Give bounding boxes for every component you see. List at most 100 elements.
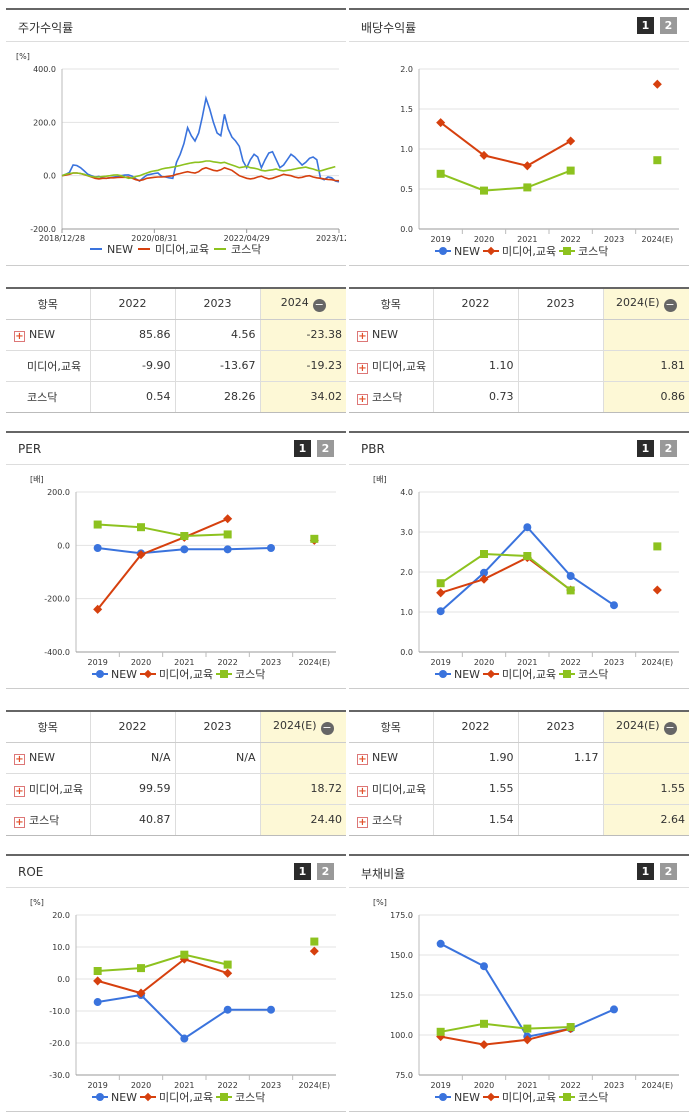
y-tick-label: 3.0 — [400, 528, 413, 537]
series-line-kosdaq — [97, 953, 228, 972]
y-tick-label: 0.5 — [400, 185, 413, 194]
panel-title: 배당수익률 — [361, 21, 417, 35]
y-tick-label: 0.0 — [43, 172, 56, 181]
expand-icon[interactable]: + — [357, 393, 368, 405]
collapse-icon[interactable]: − — [663, 297, 677, 312]
expand-icon[interactable]: + — [14, 785, 25, 797]
row-label: + 코스닥 — [349, 804, 433, 836]
legend-marker-kosdaq — [563, 670, 571, 678]
pbr-chart: [배] 4.0 3.0 2.0 1.0 0.0 2019 2020 2021 2022 2023 20… — [373, 475, 679, 681]
table-cell: 2.64 — [602, 804, 689, 836]
series-line-kosdaq — [440, 169, 572, 192]
stock-return-panel: 주가수익률 [%] 400.0 200.0 0.0 -200.0 2018/12/28 20… — [6, 8, 346, 266]
table-row: + 미디어,교육 1.10 1.81 — [349, 350, 689, 382]
chart-legend: NEW 미디어,교육 코스닥 — [92, 668, 265, 681]
x-tick-label: 2024(E) — [642, 235, 674, 244]
table-row: + 미디어,교육 99.59 18.72 — [6, 773, 346, 805]
table-cell: 34.02 — [259, 381, 346, 413]
data-point-kosdaq — [436, 579, 445, 588]
unit-label: [배] — [30, 475, 44, 484]
expand-icon[interactable]: + — [14, 753, 25, 765]
expand-icon[interactable]: + — [14, 816, 25, 828]
table-cell: 85.86 — [89, 319, 175, 351]
data-point-kosdaq — [523, 1024, 532, 1033]
data-point-media — [136, 988, 146, 998]
y-tick-label: 200.0 — [47, 488, 70, 497]
legend-marker-kosdaq — [220, 670, 228, 678]
x-tick-label: 2024(E) — [299, 658, 331, 667]
table-row: + NEW N/A N/A — [6, 742, 346, 774]
page-1-button[interactable]: 1 — [294, 440, 311, 457]
data-point-kosdaq — [223, 530, 232, 539]
data-point-media — [136, 550, 146, 560]
x-tick-label: 2024(E) — [642, 1081, 674, 1090]
page-2-button[interactable]: 2 — [660, 863, 677, 880]
page-1-button[interactable]: 1 — [637, 863, 654, 880]
expand-icon[interactable]: + — [357, 330, 368, 342]
header-year: 2022 — [89, 288, 175, 320]
page-1-button[interactable]: 1 — [637, 440, 654, 457]
data-point-media — [223, 514, 233, 524]
per-table: 항목 2022 2023 2024(E) − + NEW N/A N/A + 미디어,교육 99.59… — [6, 710, 346, 836]
y-tick-label: -400.0 — [44, 648, 70, 657]
unit-label: [배] — [373, 475, 387, 484]
y-tick-label: -10.0 — [49, 1007, 70, 1016]
page-1-button[interactable]: 1 — [637, 17, 654, 34]
expand-icon[interactable]: + — [14, 330, 25, 342]
row-label: + 코스닥 — [6, 804, 90, 836]
table-cell — [517, 773, 603, 805]
data-point-new — [566, 572, 575, 580]
data-point-new — [267, 1005, 275, 1014]
collapse-icon[interactable]: − — [312, 297, 326, 312]
page-1-button[interactable]: 1 — [294, 863, 311, 880]
x-tick-label: 2019 — [87, 1081, 107, 1090]
x-tick-label: 2023/12/28 — [316, 234, 346, 243]
x-tick-label: 2021 — [517, 1081, 537, 1090]
legend-label-new: NEW — [111, 668, 137, 681]
expand-icon[interactable]: + — [357, 753, 368, 765]
panel-title: PER — [18, 442, 42, 456]
page-2-button[interactable]: 2 — [317, 440, 334, 457]
legend-marker-new — [96, 670, 104, 678]
legend-label-kosdaq: 코스닥 — [578, 245, 608, 258]
data-point-media — [93, 604, 103, 614]
y-tick-label: 20.0 — [52, 911, 70, 920]
x-tick-label: 2022/04/29 — [224, 234, 270, 243]
table-cell: 40.87 — [89, 804, 175, 836]
expand-icon[interactable]: + — [357, 362, 368, 374]
legend-label-media: 미디어,교육 — [502, 668, 556, 681]
series-line-media — [96, 517, 229, 610]
table-cell: 24.40 — [259, 804, 346, 836]
y-tick-label: -20.0 — [49, 1039, 70, 1048]
page-2-button[interactable]: 2 — [660, 17, 677, 34]
x-tick-label: 2019 — [87, 658, 107, 667]
table-row: 코스닥 0.54 28.26 34.02 — [6, 381, 346, 413]
chart-legend: NEW 미디어,교육 코스닥 — [435, 668, 608, 681]
page-2-button[interactable]: 2 — [660, 440, 677, 457]
expand-icon[interactable]: + — [357, 785, 368, 797]
table-cell: -19.23 — [259, 350, 346, 382]
header-year: 2022 — [432, 711, 518, 743]
y-tick-label: 0.0 — [57, 541, 70, 550]
table-row: + NEW 85.86 4.56 -23.38 — [6, 319, 346, 351]
table-header-row: 항목 2022 2023 2024(E) − — [349, 288, 689, 320]
data-point-new — [480, 962, 488, 971]
collapse-icon[interactable]: − — [663, 720, 677, 735]
collapse-icon[interactable]: − — [320, 720, 334, 735]
unit-label: [%] — [373, 898, 387, 907]
data-point-kosdaq — [566, 1023, 575, 1031]
legend-label-new: NEW — [454, 1091, 480, 1104]
table-cell: -13.67 — [174, 350, 260, 382]
dividend-table: 항목 2022 2023 2024(E) − + NEW + 미디어,교육 1.10 1.81 + 코스… — [349, 287, 689, 413]
legend-label-kosdaq: 코스닥 — [231, 243, 261, 256]
y-tick-label: 100.0 — [390, 1031, 413, 1040]
row-label: 코스닥 — [6, 381, 90, 413]
table-row: + 코스닥 40.87 24.40 — [6, 804, 346, 836]
expand-icon[interactable]: + — [357, 816, 368, 828]
page-2-button[interactable]: 2 — [317, 863, 334, 880]
table-cell: -23.38 — [259, 319, 346, 351]
header-year: 2024− — [259, 288, 346, 320]
